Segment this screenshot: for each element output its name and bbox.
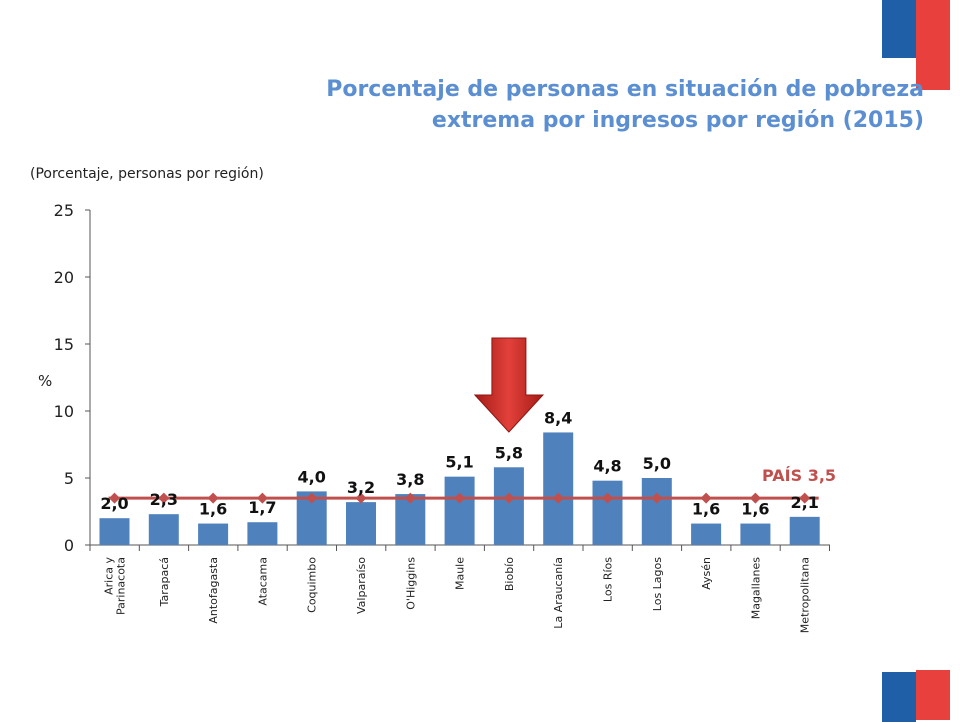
data-label: 3,8	[396, 470, 424, 489]
bar	[493, 467, 524, 545]
flag-logo-top	[882, 0, 950, 90]
category-label: Antofagasta	[207, 557, 220, 624]
data-label: 4,8	[593, 457, 621, 476]
bar	[543, 432, 574, 545]
down-arrow-icon	[473, 337, 545, 433]
data-label: 2,0	[100, 494, 128, 513]
reference-marker	[799, 492, 811, 504]
y-tick-label: 15	[54, 335, 74, 354]
reference-marker	[207, 492, 219, 504]
reference-marker	[256, 492, 268, 504]
reference-marker	[404, 492, 416, 504]
data-label: 1,6	[741, 500, 769, 519]
data-label: 1,7	[248, 498, 276, 517]
reference-marker	[749, 492, 761, 504]
reference-marker	[158, 492, 170, 504]
data-label: 1,6	[692, 500, 720, 519]
bar	[789, 516, 820, 545]
data-label: 2,3	[150, 490, 178, 509]
category-label: Tarapacá	[158, 557, 171, 607]
category-label: Arica y	[103, 557, 116, 595]
bar	[444, 476, 475, 545]
y-tick-label: 5	[64, 469, 74, 488]
reference-marker	[700, 492, 712, 504]
reference-marker	[454, 492, 466, 504]
bar	[148, 514, 179, 545]
bar	[592, 480, 623, 545]
category-label: Magallanes	[749, 557, 762, 620]
chart-title-line-1: Porcentaje de personas en situación de p…	[326, 77, 924, 102]
bar	[99, 518, 130, 545]
reference-marker	[306, 492, 318, 504]
reference-line-label: PAÍS 3,5	[762, 466, 836, 485]
bar	[691, 523, 722, 545]
data-label: 1,6	[199, 500, 227, 519]
reference-marker	[552, 492, 564, 504]
y-tick-label: 25	[54, 201, 74, 220]
category-label: Coquimbo	[306, 557, 319, 613]
data-label: 5,0	[643, 454, 671, 473]
data-label: 4,0	[298, 467, 326, 486]
data-label: 2,1	[791, 493, 819, 512]
bar	[346, 502, 376, 545]
y-axis-label: %	[38, 372, 52, 390]
category-label: Parinacota	[115, 557, 128, 615]
category-label: Maule	[454, 557, 467, 590]
category-label: Aysén	[700, 557, 713, 590]
data-label: 8,4	[544, 408, 572, 427]
category-label: Atacama	[256, 557, 269, 606]
flag-logo-bottom	[882, 670, 950, 722]
bar	[198, 523, 229, 545]
reference-marker	[651, 492, 663, 504]
bar	[247, 522, 278, 545]
data-label: 5,1	[445, 453, 473, 472]
category-label: Los Ríos	[602, 557, 615, 602]
data-label: 3,2	[347, 478, 375, 497]
y-tick-label: 10	[54, 402, 74, 421]
chart-subtitle: (Porcentaje, personas por región)	[30, 166, 264, 182]
reference-marker	[109, 492, 120, 504]
data-label: 5,8	[495, 443, 523, 462]
y-tick-label: 20	[54, 268, 74, 287]
reference-marker	[355, 492, 367, 504]
chart-title: Porcentaje de personas en situación de p…	[284, 74, 924, 136]
chart-title-line-2: extrema por ingresos por región (2015)	[431, 108, 924, 133]
category-label: Los Lagos	[651, 557, 664, 611]
reference-marker	[503, 492, 515, 504]
category-label: Valparaíso	[355, 557, 368, 614]
y-tick-label: 0	[64, 536, 74, 555]
bar	[740, 523, 771, 545]
reference-marker	[602, 492, 613, 504]
bar	[641, 478, 672, 545]
category-label: Metropolitana	[799, 557, 812, 633]
category-label: O'Higgins	[404, 557, 417, 610]
category-label: La Araucanía	[552, 557, 565, 629]
category-label: Biobío	[503, 557, 516, 591]
